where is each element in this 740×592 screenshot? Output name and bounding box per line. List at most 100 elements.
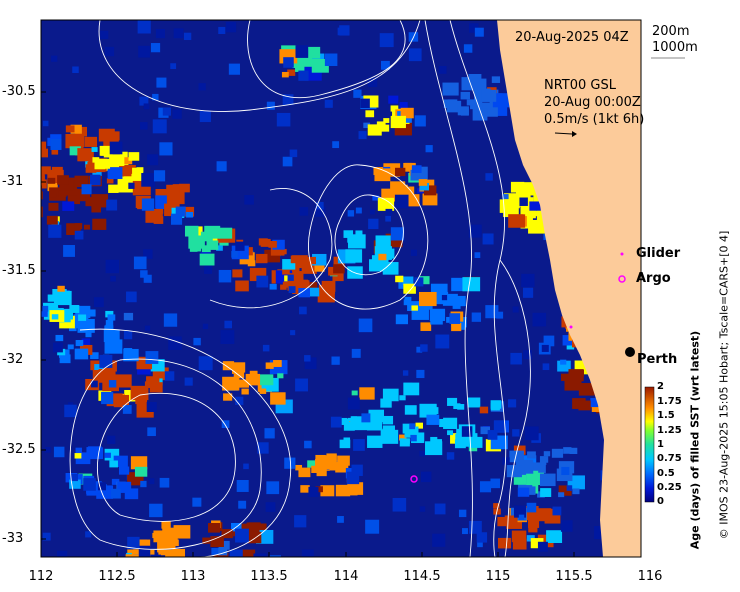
sst-age-pixel (282, 259, 296, 270)
sst-age-pixel (353, 89, 362, 98)
sst-age-pixel (479, 406, 489, 414)
sst-age-pixel (305, 59, 317, 69)
sst-age-pixel (479, 481, 492, 493)
sst-age-pixel (253, 553, 267, 557)
sst-age-pixel (358, 318, 373, 333)
sst-age-pixel (425, 145, 433, 153)
sst-age-pixel (105, 310, 114, 318)
sst-age-pixel (472, 108, 488, 121)
sst-age-pixel (426, 414, 440, 425)
sst-age-pixel (515, 191, 531, 204)
sst-age-pixel (590, 398, 602, 408)
sst-age-pixel (85, 531, 92, 538)
sst-age-pixel (430, 314, 443, 325)
sst-age-pixel (282, 281, 291, 288)
sst-age-pixel (361, 413, 371, 423)
sst-age-pixel (328, 288, 336, 295)
sst-age-pixel (49, 192, 57, 198)
sst-age-pixel (402, 370, 409, 376)
sst-age-pixel (324, 455, 337, 466)
sst-age-pixel (491, 76, 501, 83)
sst-age-pixel (458, 509, 467, 518)
sst-age-pixel (53, 342, 63, 353)
sst-age-pixel (419, 506, 426, 512)
x-tick: 112 (28, 569, 54, 584)
sst-age-pixel (347, 397, 360, 410)
sst-age-pixel (414, 277, 424, 287)
sst-age-pixel (366, 418, 383, 431)
sst-age-pixel (335, 484, 351, 497)
sst-age-pixel (425, 303, 433, 310)
sst-age-pixel (467, 397, 481, 408)
sst-age-pixel (192, 497, 202, 507)
currents-source: NRT00 GSL (544, 78, 616, 93)
sst-age-pixel (422, 193, 438, 206)
perth-label: Perth (637, 352, 678, 367)
sst-age-pixel (222, 361, 235, 371)
sst-age-pixel (303, 60, 310, 66)
land-mass (497, 20, 641, 557)
sst-age-pixel (123, 312, 134, 321)
sst-age-pixel (186, 211, 194, 218)
sst-age-pixel (497, 537, 512, 549)
sst-age-pixel (138, 45, 150, 58)
sst-age-pixel (109, 141, 123, 155)
sst-age-pixel (423, 185, 437, 196)
ssh-contour-line (334, 194, 404, 276)
sst-age-pixel (218, 227, 233, 239)
sst-age-pixel (41, 191, 43, 200)
y-tick: -33 (2, 531, 24, 546)
sst-age-pixel (65, 125, 75, 133)
sst-age-pixel (481, 89, 497, 102)
sst-age-pixel (485, 173, 493, 181)
sst-age-pixel (416, 369, 425, 379)
colorbar-tick: 2 (657, 381, 664, 392)
colorbar-tick: 0.75 (657, 453, 682, 464)
sst-age-pixel (31, 182, 41, 190)
sst-age-pixel (403, 162, 412, 170)
sst-age-pixel (367, 435, 383, 448)
sst-age-pixel (369, 259, 385, 272)
sst-age-pixel (109, 154, 125, 167)
sst-age-pixel (419, 276, 430, 285)
sst-age-pixel (84, 136, 98, 147)
sst-age-pixel (331, 356, 340, 365)
sst-age-pixel (153, 170, 166, 182)
sst-age-pixel (447, 430, 454, 436)
sst-age-pixel (156, 77, 167, 88)
sst-age-pixel (83, 224, 90, 230)
sst-age-pixel (399, 395, 406, 401)
sst-age-pixel (245, 373, 261, 386)
sst-age-pixel (558, 492, 565, 498)
sst-age-pixel (123, 348, 139, 362)
sst-age-pixel (282, 268, 290, 275)
sst-age-pixel (113, 455, 128, 468)
sst-age-pixel (249, 370, 258, 378)
sst-age-pixel (337, 516, 344, 523)
argo-marker-icon (618, 275, 626, 283)
sst-age-pixel (552, 506, 562, 516)
sst-age-pixel (161, 521, 171, 529)
sst-age-pixel (150, 554, 161, 557)
sst-age-pixel (42, 532, 51, 541)
sst-age-pixel (524, 486, 536, 495)
sst-age-pixel (493, 420, 506, 432)
sst-age-pixel (74, 348, 89, 360)
sst-age-pixel (390, 105, 399, 112)
currents-scale: 0.5m/s (1kt 6h) (544, 112, 645, 127)
sst-age-pixel (351, 464, 363, 476)
sst-age-pixel (513, 474, 527, 485)
sst-age-pixel (380, 398, 392, 408)
sst-age-pixel (512, 538, 527, 550)
sst-age-pixel (561, 373, 571, 381)
sst-age-pixel (508, 399, 517, 408)
sst-age-pixel (304, 440, 312, 449)
sst-age-pixel (47, 182, 58, 192)
sst-age-pixel (346, 471, 360, 485)
sst-age-pixel (566, 485, 573, 491)
sst-age-pixel (119, 466, 130, 475)
sst-age-pixel (41, 148, 49, 158)
sst-age-pixel (165, 554, 174, 557)
sst-age-pixel (91, 380, 98, 388)
